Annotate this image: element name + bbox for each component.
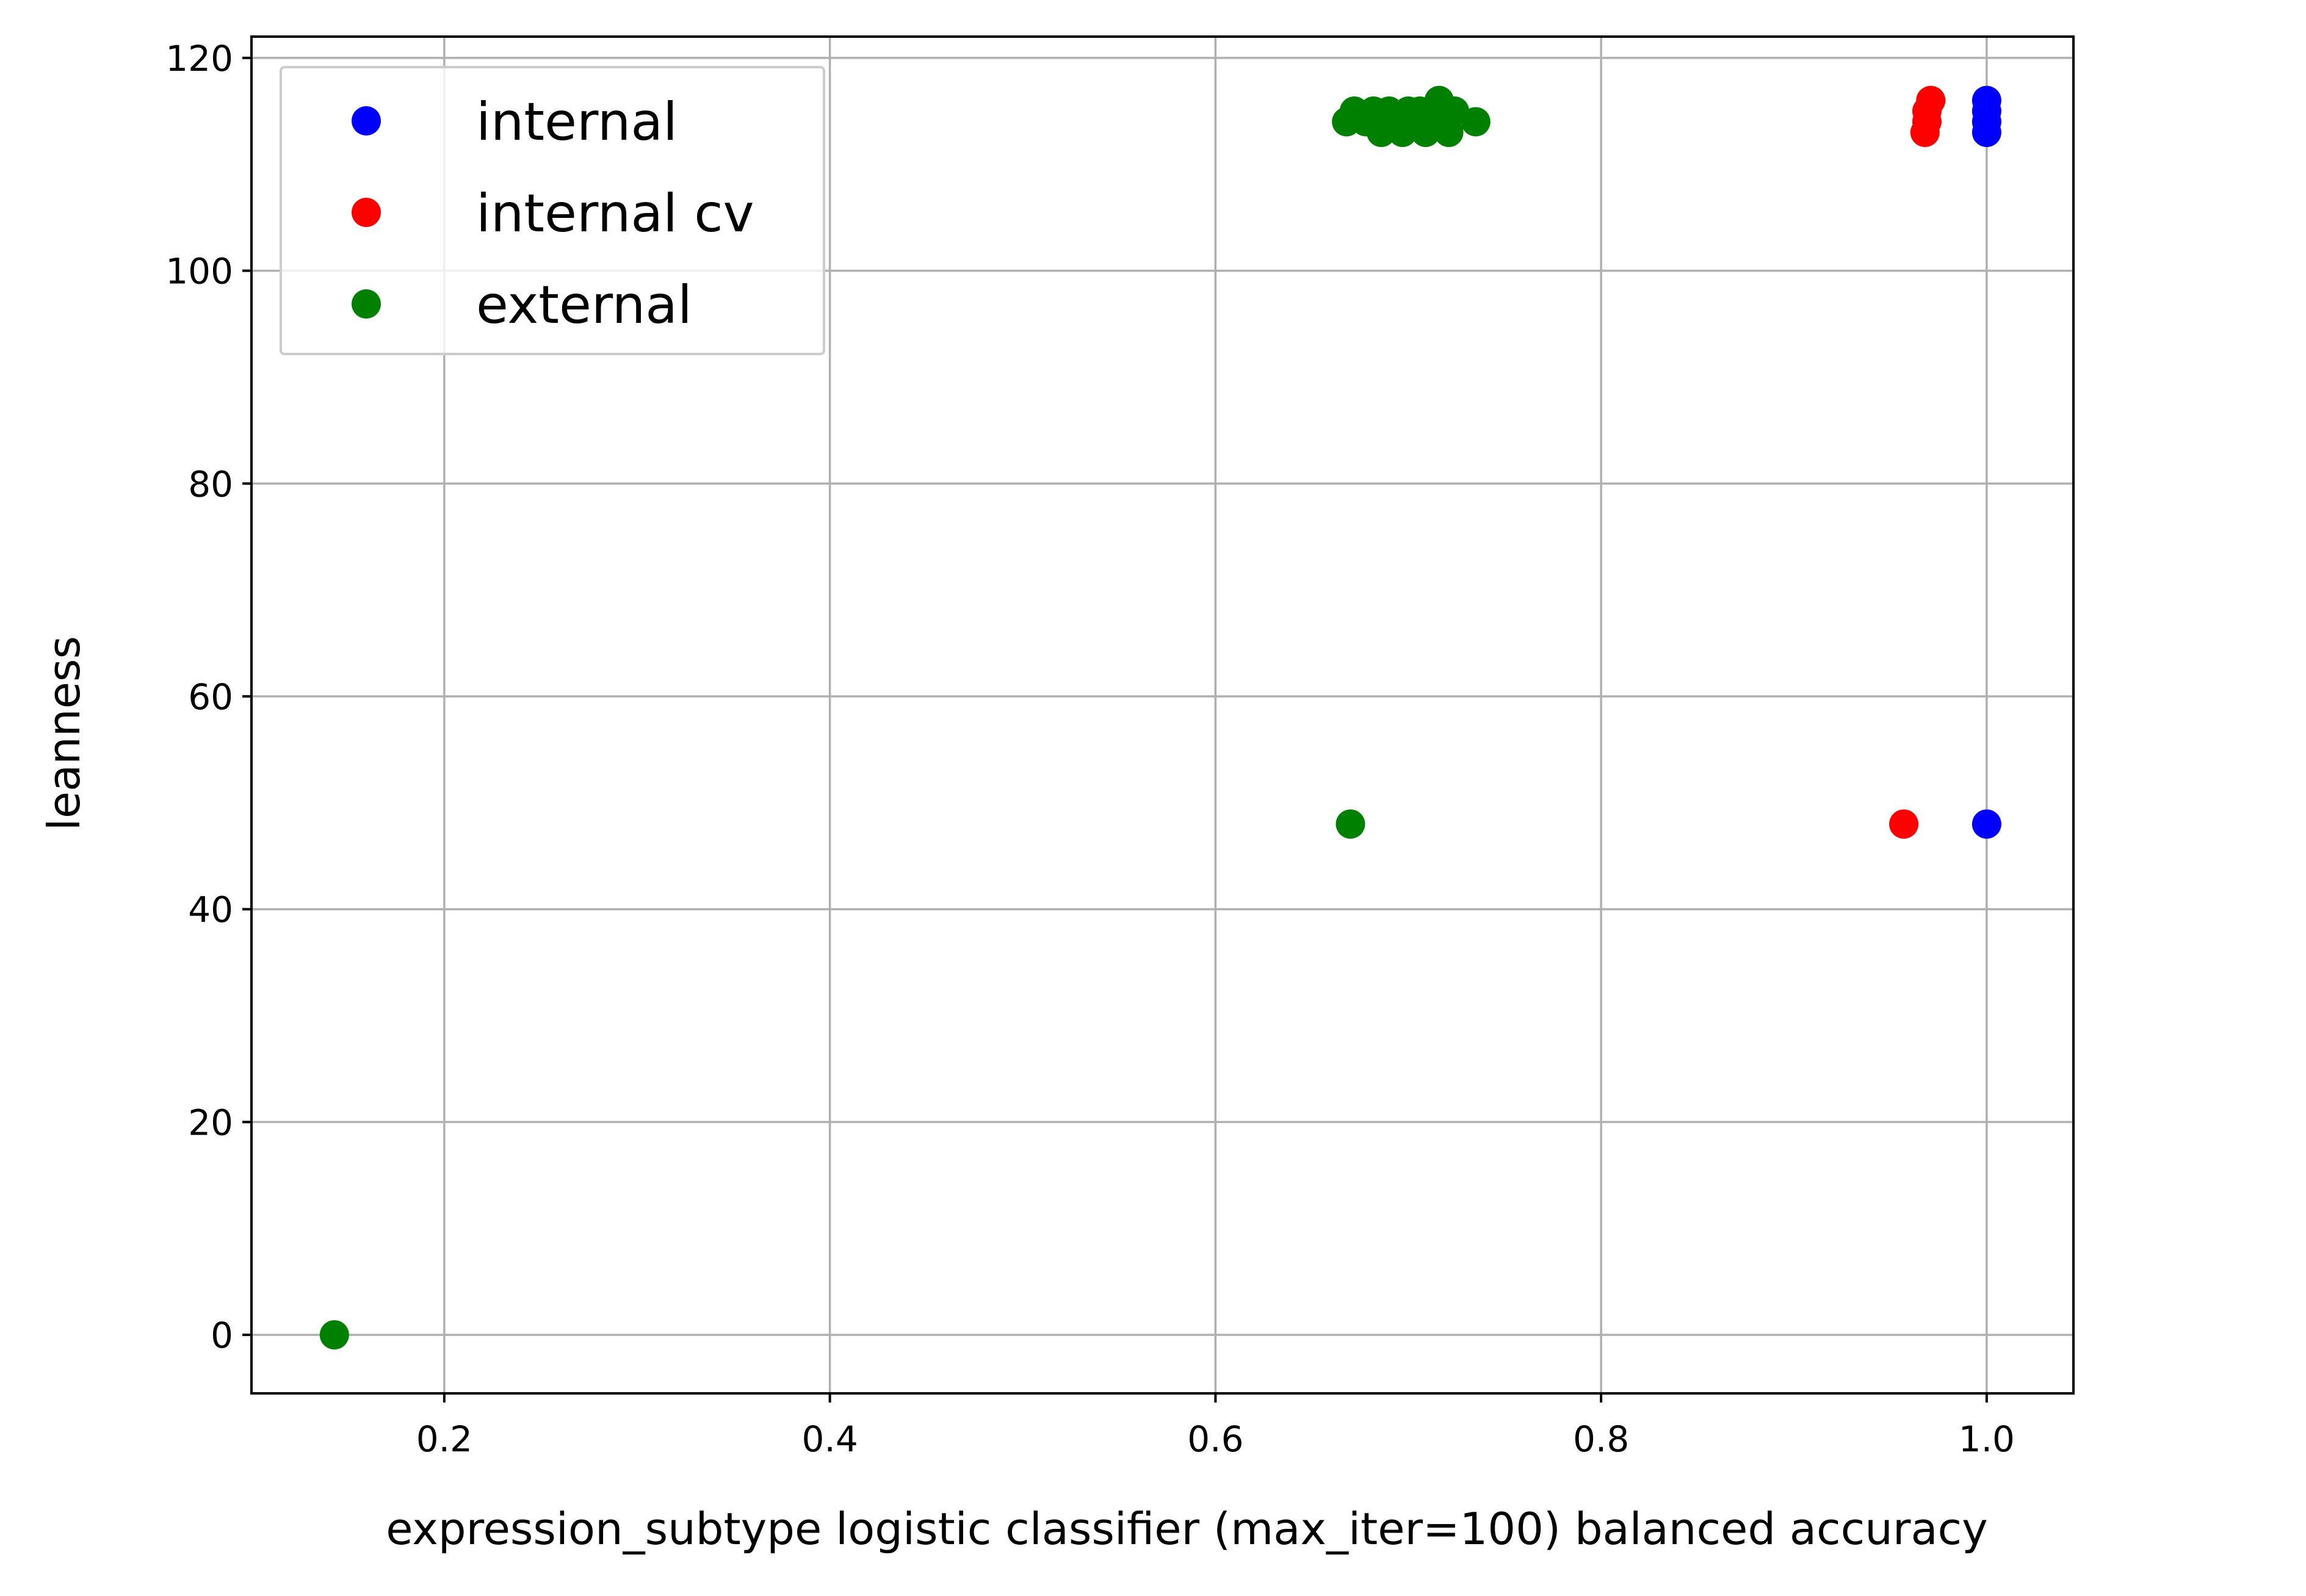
x-tick-label: 0.4: [801, 1418, 858, 1460]
data-points: [319, 85, 2001, 1350]
y-tick-label: 120: [165, 38, 233, 79]
x-axis-label: expression_subtype logistic classifier (…: [386, 1503, 1988, 1554]
legend-label: internal: [476, 92, 678, 153]
series-internal: [1972, 85, 2001, 839]
y-tick-label: 0: [211, 1315, 233, 1356]
legend-marker: [352, 289, 381, 319]
y-tick-label: 60: [188, 676, 233, 718]
series-external: [319, 85, 1491, 1350]
y-tick-label: 100: [165, 251, 233, 292]
data-point: [1972, 117, 2001, 147]
data-point: [319, 1320, 349, 1350]
y-axis-label: leanness: [38, 636, 90, 831]
legend: internal internal cv external: [280, 66, 825, 355]
data-point: [1461, 107, 1491, 137]
axes-frame: [250, 35, 2075, 1395]
data-point: [1889, 809, 1919, 839]
legend-label: internal cv: [476, 183, 754, 244]
legend-box: [280, 66, 825, 355]
series-internal-cv: [1889, 85, 1946, 839]
x-tick-label: 0.2: [416, 1418, 472, 1460]
data-point: [1972, 809, 2001, 839]
x-tick-label: 1.0: [1959, 1418, 2015, 1460]
y-tick-label: 20: [188, 1102, 233, 1143]
legend-marker: [352, 106, 381, 135]
data-point: [1336, 809, 1365, 839]
y-tick-label: 80: [188, 463, 233, 505]
legend-marker: [352, 198, 381, 227]
grid-lines: [251, 37, 2073, 1393]
axis-ticks: 0.2 0.4 0.6 0.8 1.0 0 20 40 60 80 100 120: [165, 38, 2015, 1460]
x-tick-label: 0.8: [1573, 1418, 1629, 1460]
x-tick-label: 0.6: [1187, 1418, 1243, 1460]
y-tick-label: 40: [188, 889, 233, 931]
data-point: [1910, 117, 1940, 147]
legend-label: external: [476, 275, 692, 336]
